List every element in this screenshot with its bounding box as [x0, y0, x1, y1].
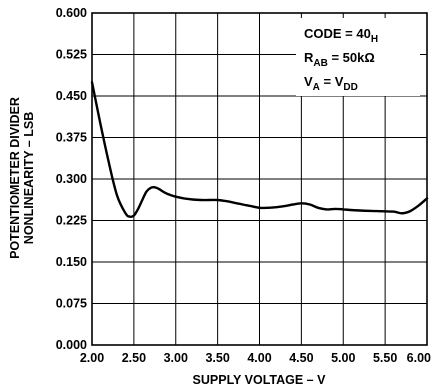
y-tick-label: 0.375: [56, 131, 87, 145]
annotation-code: CODE = 40H: [304, 26, 378, 45]
y-axis-title-line1: POTENTIOMETER DIVIDER: [8, 97, 22, 259]
y-tick-label: 0.225: [56, 214, 87, 228]
annotation-box: CODE = 40H RAB = 50kΩ VA = VDD: [296, 18, 420, 96]
y-tick-label: 0.075: [56, 297, 87, 311]
x-tick-label: 6.00: [407, 351, 431, 365]
x-tick-label: 5.50: [373, 351, 397, 365]
x-tick-labels: 2.00 2.50 3.00 3.50 4.00 4.50 5.00 5.50 6.00: [80, 351, 431, 365]
annotation-va: VA = VDD: [304, 74, 358, 93]
annotation-box-background: [296, 18, 420, 96]
x-tick-label: 2.50: [122, 351, 146, 365]
y-tick-label: 0.450: [56, 89, 87, 103]
x-tick-label: 2.00: [80, 351, 104, 365]
x-tick-label: 4.00: [247, 351, 271, 365]
y-tick-labels: 0.000 0.075 0.150 0.225 0.300 0.375 0.450 0.525…: [56, 6, 87, 352]
annotation-rab: RAB = 50kΩ: [304, 50, 375, 69]
x-tick-label: 4.50: [289, 351, 313, 365]
x-axis-title: SUPPLY VOLTAGE – V: [193, 373, 327, 387]
y-tick-label: 0.525: [56, 48, 87, 62]
y-tick-label: 0.000: [56, 338, 87, 352]
plot-frame: [91, 12, 428, 346]
x-tick-label: 5.00: [331, 351, 355, 365]
x-tick-label: 3.50: [205, 351, 229, 365]
y-tick-label: 0.300: [56, 172, 87, 186]
y-axis-title-line2: NONLINEARITY – LSB: [22, 112, 36, 244]
y-tick-label: 0.150: [56, 255, 87, 269]
nonlinearity-curve: [90, 81, 429, 218]
y-tick-label: 0.600: [56, 6, 87, 20]
x-tick-label: 3.00: [164, 351, 188, 365]
